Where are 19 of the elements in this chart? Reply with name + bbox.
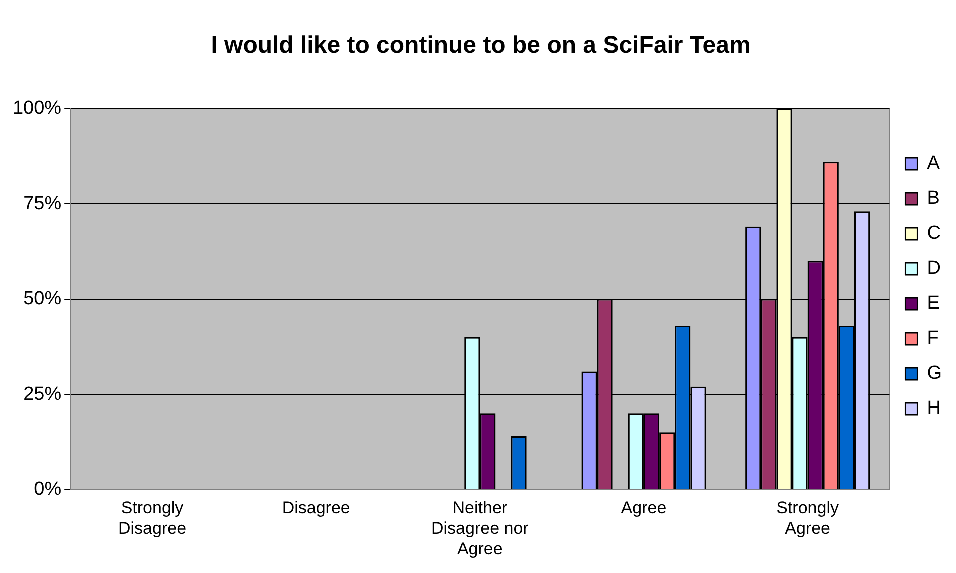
x-tick-label: Disagree xyxy=(282,498,350,518)
y-tick-label: 50% xyxy=(24,288,62,310)
y-tick-label: 100% xyxy=(12,98,62,120)
legend-label: E xyxy=(927,293,940,314)
x-tick-label: Agree xyxy=(621,498,667,518)
legend-label: F xyxy=(927,328,939,350)
legend-label: C xyxy=(927,223,941,244)
legend-label: A xyxy=(927,153,940,174)
chart-title: I would like to continue to be on a SciFair Team xyxy=(211,32,751,60)
y-tick-label: 0% xyxy=(34,479,62,500)
y-tick-label: 25% xyxy=(24,384,62,405)
legend-label: G xyxy=(927,363,942,384)
legend-label: B xyxy=(927,188,940,210)
x-tick-label: Neither Disagree nor Agree xyxy=(431,498,530,558)
legend-label: H xyxy=(927,398,941,420)
x-tick-label: Strongly Disagree xyxy=(118,498,187,538)
x-tick-label: Strongly Agree xyxy=(776,498,840,538)
legend-label: D xyxy=(927,258,941,280)
y-tick-label: 75% xyxy=(24,193,62,214)
